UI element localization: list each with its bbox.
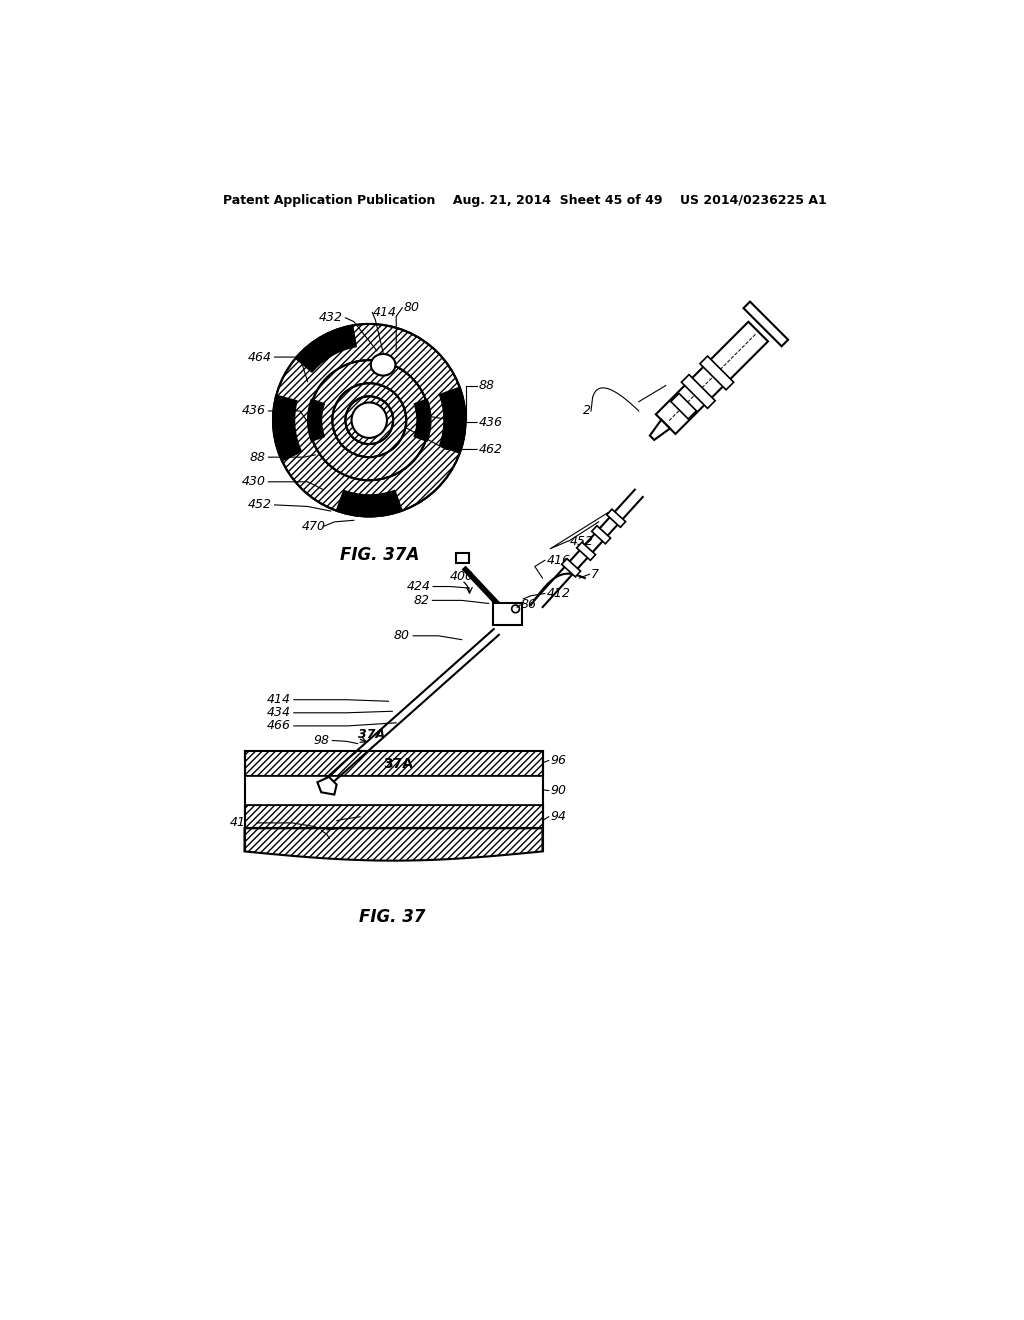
Text: 452: 452: [248, 499, 271, 511]
Text: FIG. 37A: FIG. 37A: [340, 546, 420, 564]
Text: 424: 424: [407, 579, 431, 593]
Text: 88: 88: [478, 379, 495, 392]
Polygon shape: [296, 326, 356, 372]
Text: 400: 400: [451, 570, 474, 583]
Text: Patent Application Publication    Aug. 21, 2014  Sheet 45 of 49    US 2014/02362: Patent Application Publication Aug. 21, …: [223, 194, 826, 207]
Polygon shape: [273, 395, 301, 461]
Text: 84: 84: [361, 810, 378, 824]
Ellipse shape: [345, 396, 393, 444]
Ellipse shape: [333, 383, 407, 457]
Text: 88: 88: [249, 450, 265, 463]
Polygon shape: [336, 491, 402, 516]
Polygon shape: [700, 356, 733, 389]
Ellipse shape: [309, 360, 429, 480]
Text: 466: 466: [266, 719, 291, 733]
Text: 92: 92: [342, 822, 358, 834]
Polygon shape: [577, 543, 596, 560]
Polygon shape: [592, 525, 610, 544]
Text: 86: 86: [521, 598, 537, 611]
Text: 94: 94: [550, 810, 566, 824]
Text: 37A: 37A: [384, 756, 414, 771]
Polygon shape: [457, 553, 469, 564]
Text: 414: 414: [373, 306, 397, 319]
Polygon shape: [317, 777, 337, 795]
Polygon shape: [245, 805, 543, 829]
Ellipse shape: [512, 605, 519, 612]
Text: 432: 432: [319, 312, 343, 325]
Polygon shape: [307, 399, 325, 441]
Text: 96: 96: [550, 754, 566, 767]
Polygon shape: [439, 387, 466, 453]
Text: 37A: 37A: [357, 727, 385, 741]
Text: 80: 80: [403, 301, 420, 314]
Polygon shape: [607, 510, 626, 527]
Polygon shape: [245, 776, 543, 805]
Text: 2: 2: [584, 404, 591, 417]
Text: 430: 430: [242, 475, 265, 488]
Ellipse shape: [371, 354, 395, 376]
Text: 436: 436: [242, 404, 265, 417]
Text: 416: 416: [547, 554, 570, 566]
Polygon shape: [681, 375, 715, 408]
Text: 7: 7: [591, 568, 599, 581]
Text: 80: 80: [394, 630, 410, 643]
Text: 98: 98: [313, 734, 330, 747]
Polygon shape: [743, 302, 788, 346]
Text: 452: 452: [569, 535, 594, 548]
Polygon shape: [655, 322, 768, 434]
Polygon shape: [245, 751, 543, 776]
Polygon shape: [562, 558, 581, 577]
Text: 464: 464: [248, 351, 271, 363]
Text: 436: 436: [478, 416, 503, 429]
Polygon shape: [650, 420, 670, 440]
Text: 434: 434: [266, 706, 291, 719]
Bar: [494, 603, 522, 626]
Text: 462: 462: [478, 444, 503, 455]
Text: 414: 414: [266, 693, 291, 706]
Text: 440: 440: [317, 837, 341, 850]
Text: 418: 418: [229, 816, 254, 829]
Ellipse shape: [273, 323, 466, 516]
Polygon shape: [671, 393, 696, 418]
Text: 412: 412: [547, 587, 570, 601]
Text: 470: 470: [302, 520, 326, 533]
Ellipse shape: [351, 403, 387, 438]
Text: 82: 82: [414, 594, 429, 607]
Polygon shape: [414, 399, 431, 441]
Text: FIG. 37: FIG. 37: [359, 908, 426, 925]
Text: 90: 90: [550, 784, 566, 797]
Polygon shape: [245, 829, 543, 861]
